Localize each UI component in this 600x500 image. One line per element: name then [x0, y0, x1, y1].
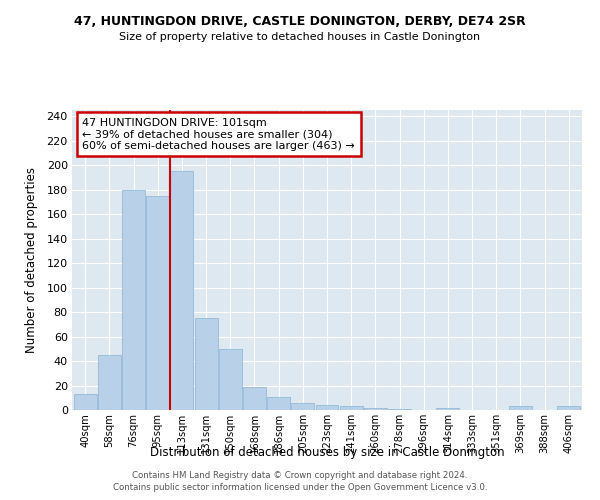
Bar: [364, 408, 387, 410]
Bar: [316, 405, 338, 410]
Text: 47 HUNTINGDON DRIVE: 101sqm
← 39% of detached houses are smaller (304)
60% of se: 47 HUNTINGDON DRIVE: 101sqm ← 39% of det…: [82, 118, 355, 150]
Text: Contains public sector information licensed under the Open Government Licence v3: Contains public sector information licen…: [113, 483, 487, 492]
Bar: [170, 171, 193, 410]
Text: Contains HM Land Registry data © Crown copyright and database right 2024.: Contains HM Land Registry data © Crown c…: [132, 472, 468, 480]
Text: Distribution of detached houses by size in Castle Donington: Distribution of detached houses by size …: [149, 446, 505, 459]
Bar: [436, 408, 460, 410]
Bar: [243, 386, 266, 410]
Bar: [194, 318, 218, 410]
Bar: [557, 406, 580, 410]
Bar: [340, 406, 362, 410]
Bar: [146, 196, 169, 410]
Bar: [98, 355, 121, 410]
Bar: [509, 406, 532, 410]
Bar: [74, 394, 97, 410]
Bar: [219, 349, 242, 410]
Text: 47, HUNTINGDON DRIVE, CASTLE DONINGTON, DERBY, DE74 2SR: 47, HUNTINGDON DRIVE, CASTLE DONINGTON, …: [74, 15, 526, 28]
Bar: [122, 190, 145, 410]
Bar: [267, 396, 290, 410]
Y-axis label: Number of detached properties: Number of detached properties: [25, 167, 38, 353]
Bar: [388, 409, 411, 410]
Bar: [292, 402, 314, 410]
Text: Size of property relative to detached houses in Castle Donington: Size of property relative to detached ho…: [119, 32, 481, 42]
